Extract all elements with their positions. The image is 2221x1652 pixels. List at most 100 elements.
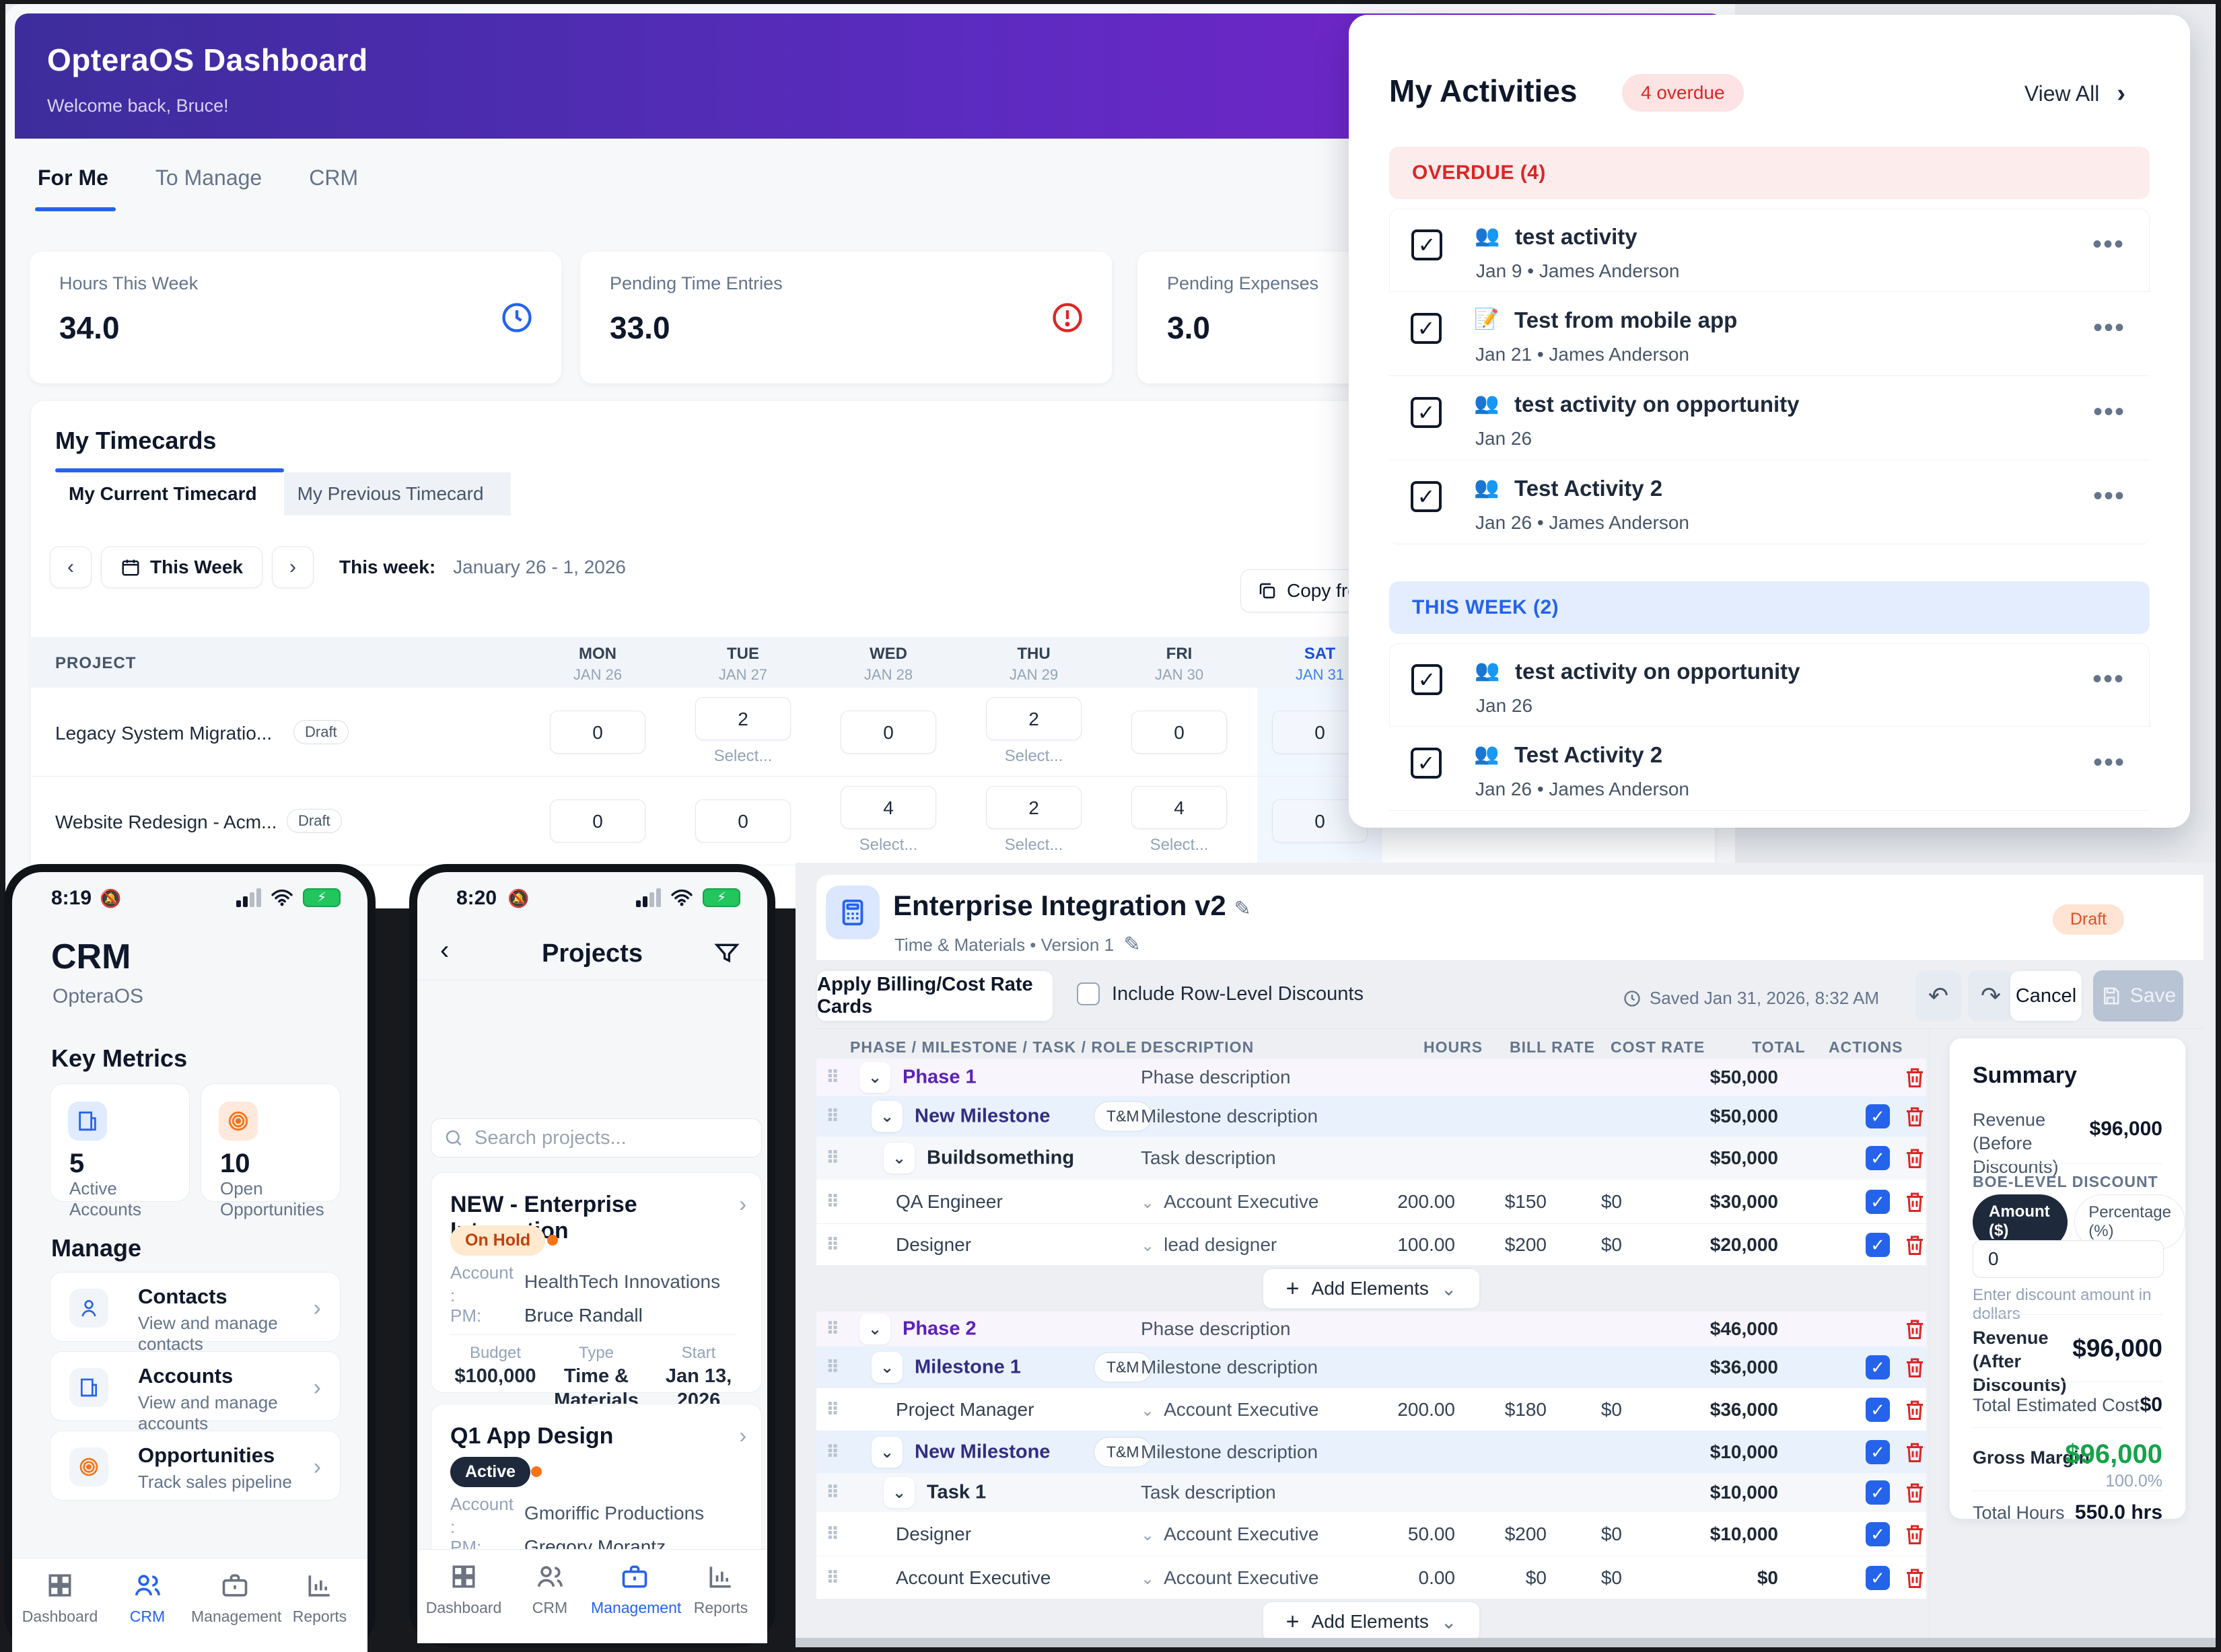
select-link[interactable]: Select... bbox=[859, 836, 918, 854]
hours-cell[interactable]: 2 bbox=[695, 697, 791, 740]
dropdown-chevron[interactable]: ⌄ bbox=[1141, 1401, 1155, 1420]
billable-checkbox[interactable]: ✓ bbox=[1866, 1104, 1890, 1128]
undo-button[interactable]: ↶ bbox=[1915, 970, 1961, 1021]
delete-icon[interactable] bbox=[1903, 1188, 1927, 1215]
filter-icon[interactable] bbox=[713, 939, 740, 966]
nav-dashboard[interactable]: Dashboard bbox=[420, 1562, 507, 1617]
tab-for-me[interactable]: For Me bbox=[38, 166, 108, 190]
checkbox-unchecked[interactable] bbox=[1077, 982, 1100, 1005]
tab-to-manage[interactable]: To Manage bbox=[155, 166, 262, 190]
nav-reports[interactable]: Reports bbox=[276, 1571, 363, 1626]
drag-handle[interactable]: ⠿ bbox=[826, 1523, 839, 1544]
cancel-button[interactable]: Cancel bbox=[2010, 970, 2082, 1021]
collapse-chevron[interactable]: ⌄ bbox=[872, 1101, 903, 1132]
billable-checkbox[interactable]: ✓ bbox=[1866, 1440, 1890, 1464]
billable-checkbox[interactable]: ✓ bbox=[1866, 1146, 1890, 1170]
select-link[interactable]: Select... bbox=[1004, 836, 1063, 854]
activity-checkbox[interactable]: ✓ bbox=[1411, 397, 1442, 428]
prev-week-button[interactable]: ‹ bbox=[50, 546, 92, 588]
activity-item[interactable]: ✓ 👥 test activity on opportunity Jan 26 … bbox=[1389, 377, 2150, 460]
drag-handle[interactable]: ⠿ bbox=[826, 1067, 839, 1087]
redo-button[interactable]: ↷ bbox=[1968, 970, 2014, 1021]
activity-item[interactable]: ✓ 👥 test activity Jan 9 • James Anderson… bbox=[1389, 209, 2150, 292]
nav-crm[interactable]: CRM bbox=[104, 1571, 191, 1626]
activity-item[interactable]: ✓ 👥 Test Activity 2 Jan 26 • James Ander… bbox=[1389, 461, 2150, 544]
activity-checkbox[interactable]: ✓ bbox=[1411, 664, 1442, 695]
hours-cell[interactable]: 0 bbox=[550, 799, 645, 842]
dropdown-chevron[interactable]: ⌄ bbox=[1141, 1236, 1155, 1255]
boe-row-milestone[interactable]: ⠿ ⌄ New Milestone T&M Milestone descript… bbox=[816, 1431, 1926, 1473]
boe-row-phase[interactable]: ⠿ ⌄ Phase 1 Phase description $50,000 bbox=[816, 1058, 1926, 1096]
add-elements-button[interactable]: + Add Elements ⌄ bbox=[1262, 1602, 1481, 1642]
nav-management[interactable]: Management bbox=[591, 1562, 681, 1617]
edit-title-icon[interactable]: ✎ bbox=[1234, 898, 1251, 920]
more-menu-icon[interactable]: ••• bbox=[2092, 664, 2125, 694]
collapse-chevron[interactable]: ⌄ bbox=[859, 1062, 890, 1093]
hours-cell[interactable]: 0 bbox=[1272, 799, 1368, 842]
delete-icon[interactable] bbox=[1903, 1103, 1927, 1130]
this-week-button[interactable]: This Week bbox=[101, 546, 262, 588]
more-menu-icon[interactable]: ••• bbox=[2092, 313, 2125, 343]
boe-row-role[interactable]: ⠿ Project Manager ⌄ Account Executive 200… bbox=[816, 1388, 1926, 1431]
delete-icon[interactable] bbox=[1903, 1354, 1927, 1381]
select-link[interactable]: Select... bbox=[713, 747, 773, 765]
drag-handle[interactable]: ⠿ bbox=[826, 1234, 839, 1254]
select-link[interactable]: Select... bbox=[1150, 836, 1209, 854]
metric-card-opportunities[interactable]: 10 Open Opportunities bbox=[201, 1083, 341, 1219]
select-link[interactable]: Select... bbox=[1004, 747, 1063, 765]
boe-row-phase[interactable]: ⠿ ⌄ Phase 2 Phase description $46,000 bbox=[816, 1312, 1926, 1346]
delete-icon[interactable] bbox=[1903, 1565, 1927, 1591]
activity-item[interactable]: ✓ 📝 Test from mobile app Jan 21 • James … bbox=[1389, 293, 2150, 376]
delete-icon[interactable] bbox=[1903, 1439, 1927, 1466]
billable-checkbox[interactable]: ✓ bbox=[1866, 1565, 1890, 1590]
more-menu-icon[interactable]: ••• bbox=[2092, 229, 2125, 259]
edit-version-icon[interactable]: ✎ bbox=[1123, 933, 1141, 956]
row-level-discounts-toggle[interactable]: Include Row-Level Discounts bbox=[1077, 982, 1364, 1005]
metric-card-accounts[interactable]: 5 Active Accounts bbox=[50, 1083, 190, 1219]
collapse-chevron[interactable]: ⌄ bbox=[884, 1477, 915, 1508]
billable-checkbox[interactable]: ✓ bbox=[1866, 1232, 1890, 1257]
back-button[interactable]: ‹ bbox=[440, 935, 450, 965]
drag-handle[interactable]: ⠿ bbox=[826, 1147, 839, 1168]
delete-icon[interactable] bbox=[1903, 1316, 1927, 1342]
delete-icon[interactable] bbox=[1903, 1145, 1927, 1172]
add-elements-button[interactable]: + Add Elements ⌄ bbox=[1262, 1268, 1481, 1309]
activity-checkbox[interactable]: ✓ bbox=[1411, 481, 1442, 512]
collapse-chevron[interactable]: ⌄ bbox=[872, 1437, 903, 1468]
billable-checkbox[interactable]: ✓ bbox=[1866, 1355, 1890, 1379]
collapse-chevron[interactable]: ⌄ bbox=[859, 1314, 890, 1344]
manage-row-contacts[interactable]: Contacts View and manage contacts › bbox=[50, 1272, 341, 1354]
hours-cell[interactable]: 0 bbox=[695, 799, 791, 842]
nav-crm[interactable]: CRM bbox=[506, 1562, 594, 1617]
hours-cell[interactable]: 0 bbox=[1131, 711, 1227, 754]
boe-row-task[interactable]: ⠿ ⌄ Buildsomething Task description $50,… bbox=[816, 1137, 1926, 1180]
boe-row-role[interactable]: ⠿ Designer ⌄ lead designer 100.00 $200 $0… bbox=[816, 1224, 1926, 1266]
delete-icon[interactable] bbox=[1903, 1064, 1927, 1091]
activity-checkbox[interactable]: ✓ bbox=[1411, 313, 1442, 344]
more-menu-icon[interactable]: ••• bbox=[2092, 397, 2125, 427]
view-all-link[interactable]: View All › bbox=[2024, 79, 2125, 108]
drag-handle[interactable]: ⠿ bbox=[826, 1482, 839, 1503]
delete-icon[interactable] bbox=[1903, 1396, 1927, 1423]
hours-cell[interactable]: 4 bbox=[1131, 786, 1227, 829]
more-menu-icon[interactable]: ••• bbox=[2092, 748, 2125, 777]
nav-reports[interactable]: Reports bbox=[677, 1562, 765, 1617]
more-menu-icon[interactable]: ••• bbox=[2092, 481, 2125, 511]
manage-row-accounts[interactable]: Accounts View and manage accounts › bbox=[50, 1351, 341, 1433]
dropdown-chevron[interactable]: ⌄ bbox=[1141, 1525, 1155, 1544]
activity-item[interactable]: ✓ 👥 Test Activity 2 Jan 26 • James Ander… bbox=[1389, 727, 2150, 811]
search-input[interactable]: Search projects... bbox=[431, 1118, 762, 1157]
boe-row-milestone[interactable]: ⠿ ⌄ Milestone 1 T&M Milestone descriptio… bbox=[816, 1346, 1926, 1388]
hours-cell[interactable]: 4 bbox=[841, 786, 936, 829]
next-week-button[interactable]: › bbox=[271, 546, 314, 588]
drag-handle[interactable]: ⠿ bbox=[826, 1567, 839, 1587]
discount-input[interactable]: 0 bbox=[1973, 1240, 2164, 1278]
billable-checkbox[interactable]: ✓ bbox=[1866, 1397, 1890, 1422]
tab-previous-timecard[interactable]: My Previous Timecard bbox=[283, 472, 511, 515]
drag-handle[interactable]: ⠿ bbox=[826, 1441, 839, 1462]
dropdown-chevron[interactable]: ⌄ bbox=[1141, 1193, 1155, 1212]
nav-dashboard[interactable]: Dashboard bbox=[16, 1571, 104, 1626]
boe-row-task[interactable]: ⠿ ⌄ Task 1 Task description $10,000 ✓ bbox=[816, 1473, 1926, 1512]
collapse-chevron[interactable]: ⌄ bbox=[872, 1352, 903, 1383]
scrollbar-strip[interactable] bbox=[796, 1638, 2216, 1647]
